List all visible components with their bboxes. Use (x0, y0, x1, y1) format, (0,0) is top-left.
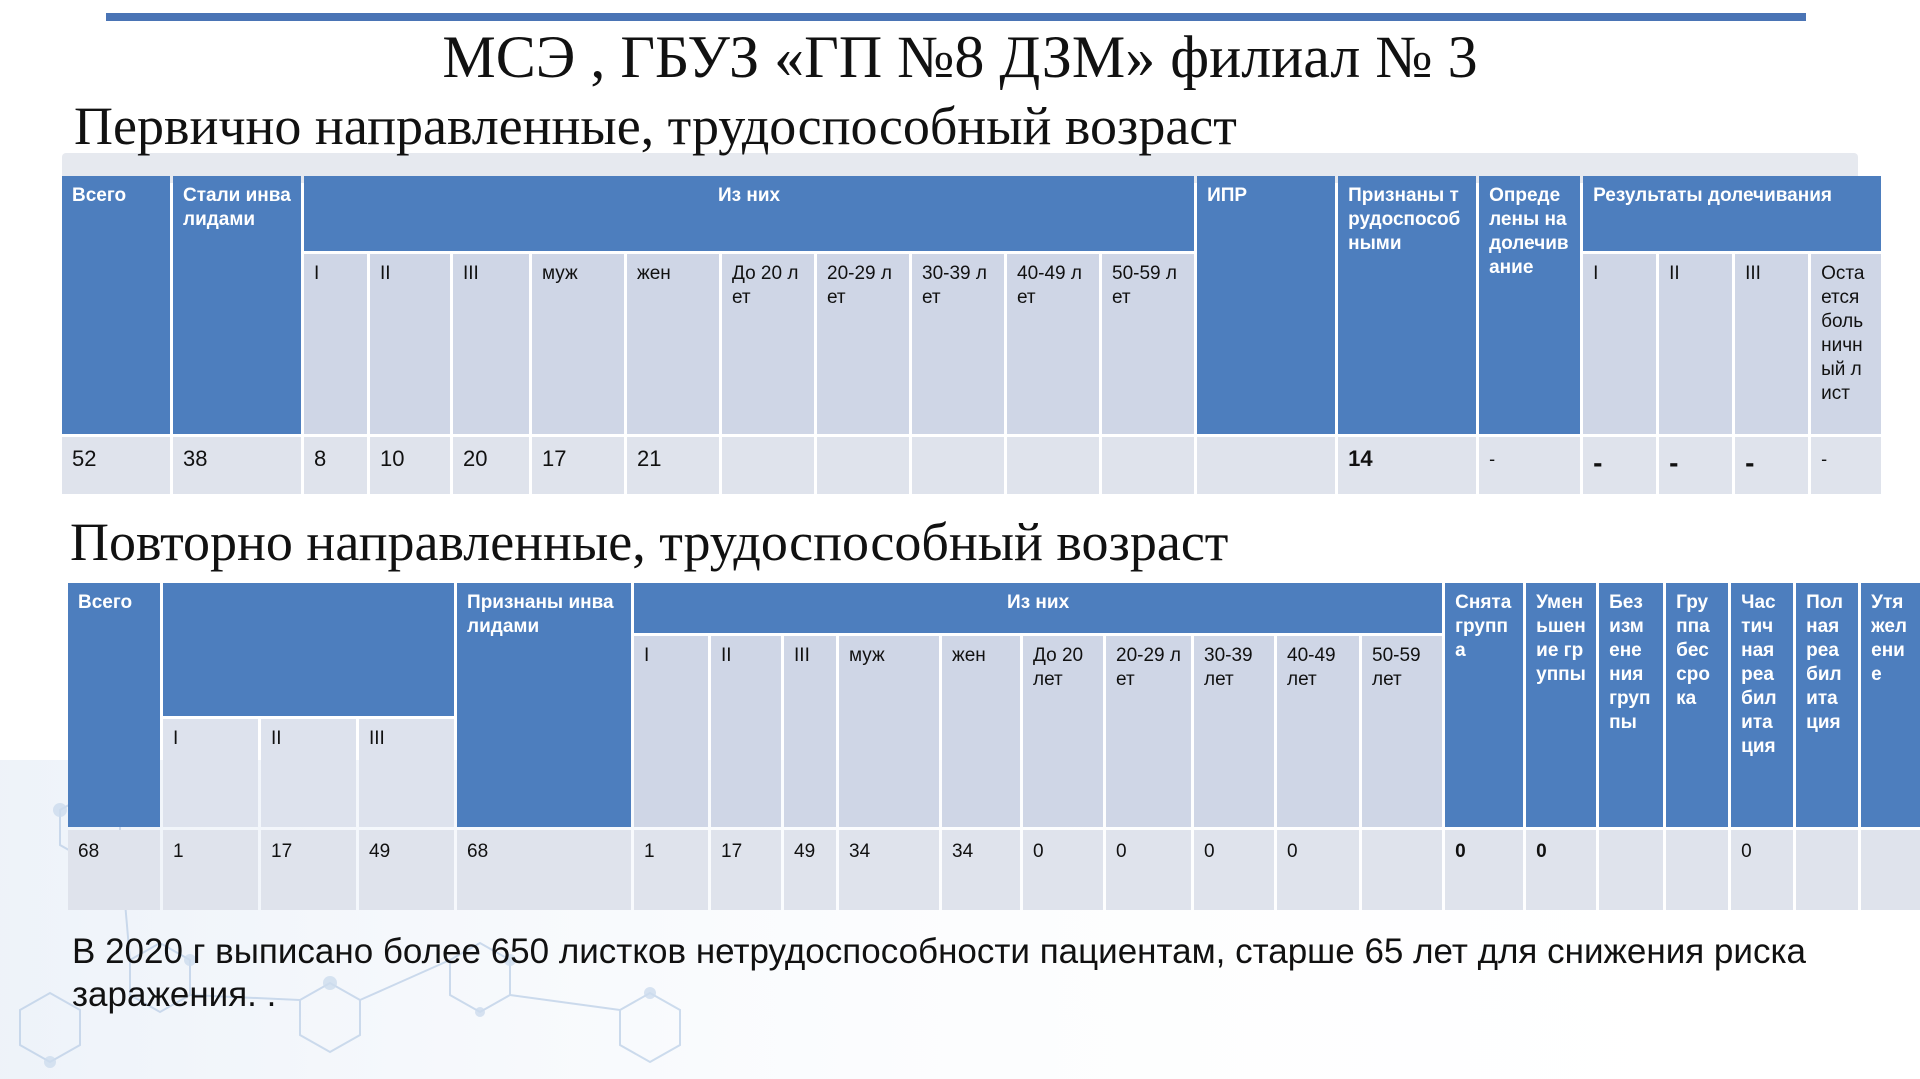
value-group-1: 1 (634, 830, 709, 910)
header-became-disabled: Стали инвалидами (173, 176, 301, 434)
value-group-2: 17 (711, 830, 782, 910)
primary-referrals-table: Всего Стали инвалидами Из них ИПР Призна… (59, 173, 1884, 497)
value-age-under-20: 0 (1023, 830, 1104, 910)
subheader-age-under-20: До 20 лет (1023, 636, 1104, 827)
value-age-20-29 (817, 437, 909, 494)
subheader-group-2: II (370, 254, 450, 434)
header-of-them: Из них (304, 176, 1195, 251)
value-age-under-20 (722, 437, 814, 494)
value-sick-leave: - (1811, 437, 1882, 494)
value-recognized-disabled: 68 (457, 830, 632, 910)
subheader-female: жен (627, 254, 719, 434)
value-age-30-39 (912, 437, 1004, 494)
header-ipr: ИПР (1197, 176, 1336, 434)
header-aggravation: Утяжеление (1861, 583, 1920, 827)
subheader-age-30-39: 30-39 лет (1194, 636, 1275, 827)
header-blank-group (163, 583, 455, 716)
header-group-reduced: Уменьшение группы (1526, 583, 1597, 827)
header-indefinite: Группа бессрока (1666, 583, 1729, 827)
value-prev-group-3: 49 (359, 830, 455, 910)
header-total: Всего (68, 583, 160, 827)
header-sent-treatment: Определены на долечивание (1479, 176, 1581, 434)
header-full-rehab: Полная реабилитация (1796, 583, 1859, 827)
subheader-group-2: II (711, 636, 782, 827)
value-age-50-59 (1362, 830, 1443, 910)
value-group-1: 8 (304, 437, 367, 494)
header-partial-rehab: Частичная реабилитация (1731, 583, 1794, 827)
header-recognized-disabled: Признаны инвалидами (457, 583, 632, 827)
value-result-2: - (1659, 437, 1733, 494)
subheader-age-50-59: 50-59 лет (1362, 636, 1443, 827)
value-ipr (1197, 437, 1336, 494)
header-treatment-results: Результаты долечивания (1583, 176, 1882, 251)
value-age-50-59 (1102, 437, 1195, 494)
subheader-female: жен (942, 636, 1021, 827)
subheader-age-under-20: До 20 лет (722, 254, 814, 434)
header-of-them: Из них (634, 583, 1443, 633)
value-group-3: 49 (784, 830, 837, 910)
subheader-group-3: III (784, 636, 837, 827)
header-recognized-able: Признаны трудоспособными (1338, 176, 1477, 434)
subheader-age-40-49: 40-49 лет (1007, 254, 1099, 434)
subheader-result-3: III (1735, 254, 1809, 434)
subheader-sick-leave: Остается больничный лист (1811, 254, 1882, 434)
value-group-3: 20 (453, 437, 529, 494)
value-full-rehab (1796, 830, 1859, 910)
value-total: 68 (68, 830, 160, 910)
subheader-male: муж (839, 636, 940, 827)
value-indefinite (1666, 830, 1729, 910)
subheader-group-1: I (634, 636, 709, 827)
value-became-disabled: 38 (173, 437, 301, 494)
repeat-referrals-table: Всего Признаны инвалидами Из них Снята г… (65, 580, 1920, 913)
value-male: 17 (532, 437, 624, 494)
value-prev-group-2: 17 (261, 830, 356, 910)
subheader-age-20-29: 20-29 лет (1106, 636, 1192, 827)
value-partial-rehab: 0 (1731, 830, 1794, 910)
value-female: 34 (942, 830, 1021, 910)
value-group-2: 10 (370, 437, 450, 494)
header-group-removed: Снята группа (1445, 583, 1524, 827)
value-group-removed: 0 (1445, 830, 1524, 910)
subheader-age-40-49: 40-49 лет (1277, 636, 1360, 827)
value-age-20-29: 0 (1106, 830, 1192, 910)
subheader-prev-group-3: III (359, 719, 455, 827)
subheader-group-3: III (453, 254, 529, 434)
value-result-3: - (1735, 437, 1809, 494)
subheader-age-30-39: 30-39 лет (912, 254, 1004, 434)
section2-heading: Повторно направленные, трудоспособный во… (70, 512, 1229, 572)
top-accent-rule (106, 13, 1806, 21)
section1-heading: Первично направленные, трудоспособный во… (74, 96, 1237, 156)
subheader-male: муж (532, 254, 624, 434)
subheader-result-2: II (1659, 254, 1733, 434)
value-prev-group-1: 1 (163, 830, 258, 910)
value-group-reduced: 0 (1526, 830, 1597, 910)
value-aggravation (1861, 830, 1920, 910)
value-female: 21 (627, 437, 719, 494)
subheader-group-1: I (304, 254, 367, 434)
value-result-1: - (1583, 437, 1657, 494)
value-age-40-49: 0 (1277, 830, 1360, 910)
value-total: 52 (62, 437, 170, 494)
value-sent-treatment: - (1479, 437, 1581, 494)
header-total: Всего (62, 176, 170, 434)
subheader-age-20-29: 20-29 лет (817, 254, 909, 434)
footnote-text: В 2020 г выписано более 650 листков нетр… (72, 932, 1806, 1014)
value-age-40-49 (1007, 437, 1099, 494)
value-male: 34 (839, 830, 940, 910)
value-no-change (1599, 830, 1664, 910)
subheader-prev-group-2: II (261, 719, 356, 827)
subheader-age-50-59: 50-59 лет (1102, 254, 1195, 434)
subheader-result-1: I (1583, 254, 1657, 434)
value-recognized-able: 14 (1338, 437, 1477, 494)
subheader-prev-group-1: I (163, 719, 258, 827)
value-age-30-39: 0 (1194, 830, 1275, 910)
page-title: МСЭ , ГБУЗ «ГП №8 ДЗМ» филиал № 3 (442, 24, 1478, 90)
header-no-change: Без изменения группы (1599, 583, 1664, 827)
